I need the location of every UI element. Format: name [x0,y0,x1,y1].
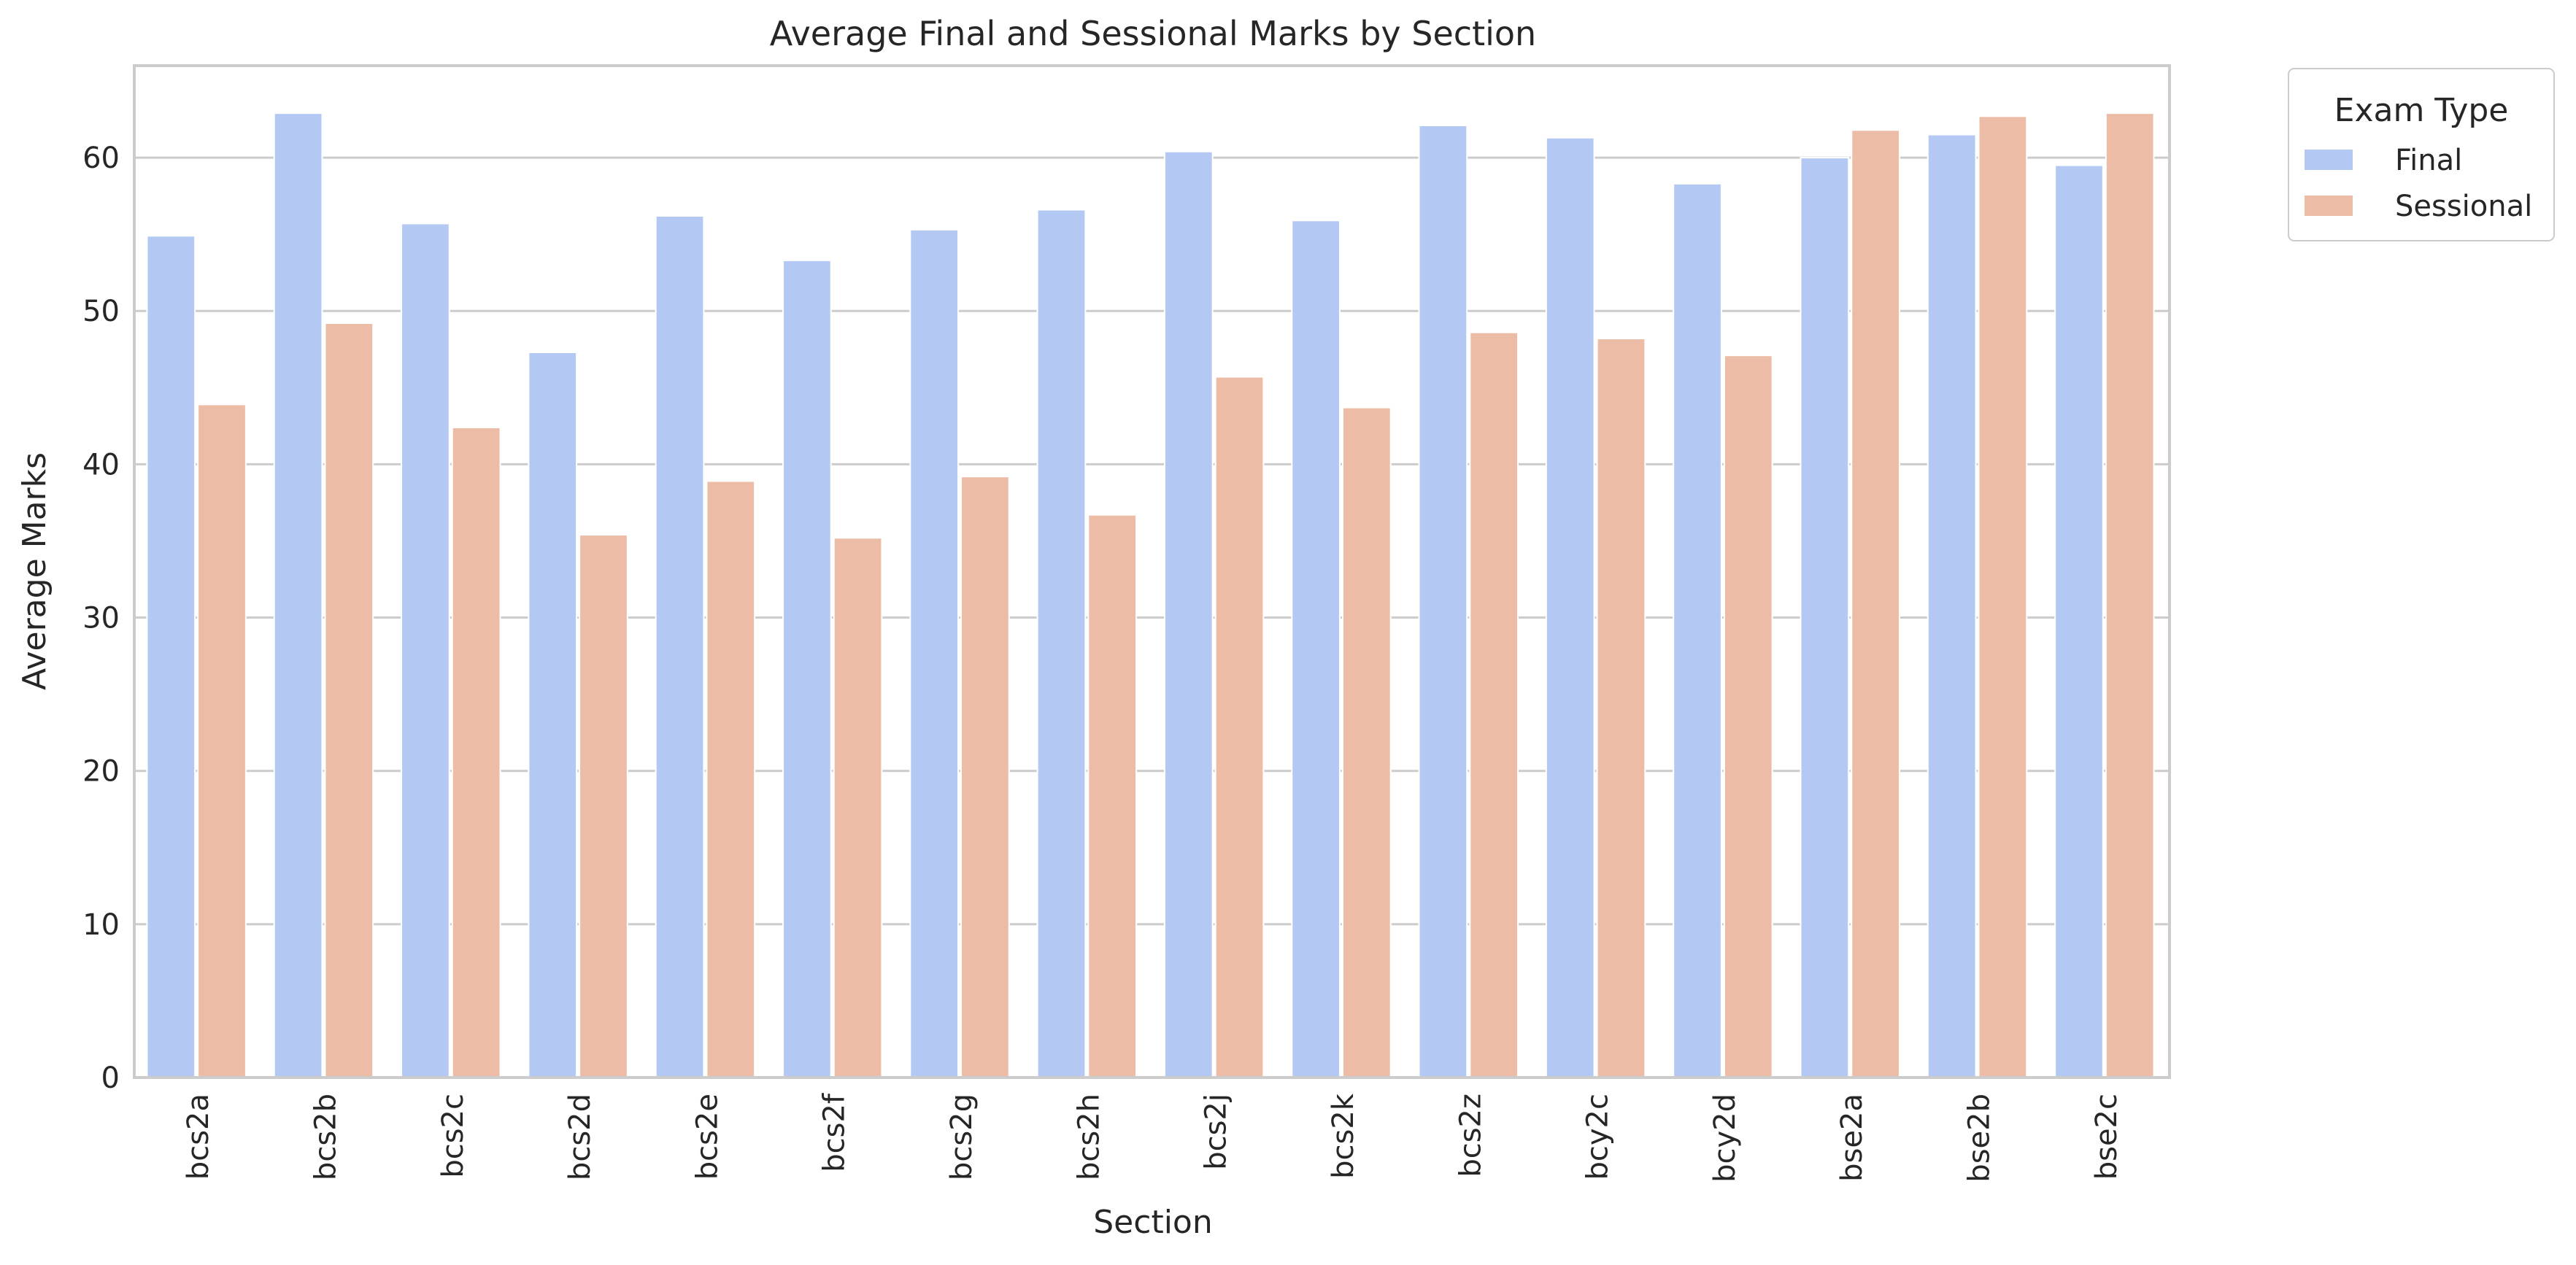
bar-sessional-bcs2b [324,322,374,1078]
x-tick-label: bcs2h [1072,1094,1106,1180]
y-tick-label: 20 [82,755,120,789]
bar-final-bcs2a [146,235,196,1078]
bar-sessional-bcy2c [1596,338,1646,1078]
y-tick-label: 10 [82,908,120,942]
bar-sessional-bcs2g [960,476,1010,1078]
bars [146,112,2155,1079]
legend-frame [2288,68,2555,241]
y-axis-title: Average Marks [16,452,53,690]
bar-final-bcy2c [1545,136,1595,1078]
legend-label-final: Final [2395,144,2462,177]
y-tick-label: 30 [82,602,120,635]
bar-final-bcs2j [1163,150,1214,1079]
x-tick-label: bcs2z [1454,1094,1487,1177]
x-tick-label: bse2c [2090,1094,2124,1180]
bar-final-bcs2d [528,351,578,1078]
legend-label-sessional: Sessional [2395,190,2532,223]
bar-sessional-bcs2d [579,534,628,1078]
bar-final-bcs2e [655,214,705,1078]
y-tick-label: 60 [82,142,120,175]
bar-final-bcs2c [401,223,450,1078]
y-tick-label: 40 [82,448,120,481]
x-tick-label: bcs2c [436,1094,470,1178]
bar-sessional-bcs2c [451,426,501,1078]
bar-final-bcs2f [782,259,832,1078]
y-tick-label: 50 [82,295,120,328]
bar-sessional-bcs2a [197,403,247,1078]
bar-final-bcs2g [909,228,960,1079]
bar-final-bcy2d [1673,182,1722,1079]
legend: Exam Type Final Sessional [2288,68,2555,241]
bar-final-bse2b [1927,134,1977,1078]
bar-final-bse2c [2054,164,2104,1078]
bar-sessional-bse2a [1851,129,1900,1078]
legend-swatch-sessional [2305,196,2353,216]
x-tick-label: bcs2a [182,1094,215,1180]
bar-sessional-bcs2h [1087,514,1138,1078]
bar-final-bcs2z [1418,124,1468,1078]
bar-sessional-bcs2k [1341,406,1392,1078]
bar-final-bcs2h [1036,209,1087,1078]
bar-final-bcs2b [273,112,323,1078]
x-tick-label: bcy2d [1708,1094,1742,1183]
plot-frame [133,64,2171,1079]
bar-final-bse2a [1800,157,1850,1078]
legend-swatch-final [2305,150,2353,170]
x-tick-label: bcs2j [1200,1094,1233,1170]
bar-sessional-bcs2f [833,537,883,1078]
x-tick-label: bcs2b [309,1094,342,1180]
x-tick-label: bcy2c [1581,1094,1615,1180]
bar-sessional-bcs2z [1469,331,1519,1078]
x-tick-label: bse2a [1835,1094,1869,1182]
x-tick-label: bcs2f [818,1093,852,1172]
bar-sessional-bcs2j [1214,376,1265,1078]
x-tick-label: bcs2k [1327,1093,1360,1179]
x-tick-label: bcs2d [563,1094,597,1180]
bar-sessional-bcs2e [706,480,756,1078]
x-tick-label: bcs2e [690,1094,724,1180]
y-tick-label: 0 [101,1061,120,1095]
bar-final-bcs2k [1291,220,1341,1078]
x-tick-label: bcs2g [945,1094,979,1180]
x-axis-title: Section [1093,1204,1212,1241]
bar-sessional-bcy2d [1723,355,1773,1079]
bar-sessional-bse2c [2105,112,2155,1078]
axes: 0 10 20 30 40 50 60 bcs2a bcs2b bcs2c bcs2d bcs2e bc… [82,64,2171,1183]
x-tick-label: bse2b [1963,1094,1997,1183]
chart-title: Average Final and Sessional Marks by Sec… [770,14,1536,53]
legend-title: Exam Type [2334,92,2509,129]
bar-sessional-bse2b [1978,115,2028,1079]
